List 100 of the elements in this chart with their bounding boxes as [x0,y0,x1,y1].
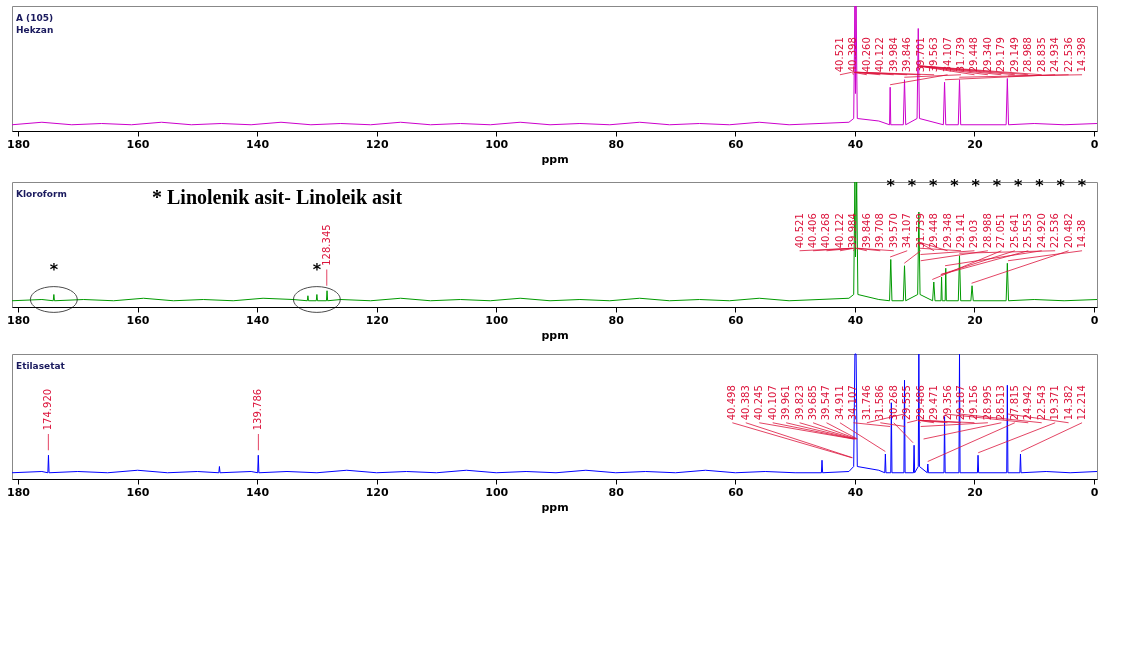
x-tick-label: 80 [608,137,625,151]
annotation: 40.107 [766,385,778,421]
annotation: 28.988 [1022,37,1034,73]
annotation: 14.38 [1076,219,1088,249]
x-tick-label: 120 [365,313,389,327]
x-tick-label: 0 [1090,137,1099,151]
annotation: 40.521 [793,213,805,249]
x-tick-label: 140 [246,313,270,327]
x-axis-title: ppm [541,152,569,166]
annotation: 24.942 [1022,385,1034,421]
annotation: 40.521 [833,37,845,73]
x-tick-label: 120 [365,485,389,499]
annotation: 174.920 [42,388,54,431]
x-tick-label: 60 [728,485,744,499]
x-tick-label: 120 [365,137,389,151]
annotation: 27.815 [1008,385,1020,421]
annotation: 39.846 [860,213,872,249]
x-tick-label: 140 [246,137,270,151]
x-tick-label: 100 [485,313,509,327]
annotation: 39.570 [887,213,899,249]
x-tick-label: 180 [6,137,31,151]
annotation: 40.268 [820,213,832,249]
annotation: 34.911 [833,385,845,421]
annotation: 29.340 [981,37,993,73]
annotation: 29.555 [901,385,913,421]
annotation: 24.920 [1035,213,1047,249]
annotation: 29.179 [995,37,1007,73]
annotation: * [1077,175,1087,195]
x-tick-label: 160 [126,137,150,151]
x-tick-label: 80 [608,485,625,499]
annotation: * [312,259,322,279]
x-tick-label: 140 [246,485,270,499]
annotation: 29.471 [928,385,940,421]
annotation: 128.345 [320,224,332,266]
annotation: 40.406 [807,213,819,249]
annotation: * [992,175,1002,195]
annotation: 29.348 [941,213,953,249]
annotation: 39.823 [793,385,805,421]
annotation: 19.371 [1049,385,1061,421]
x-tick-label: 20 [967,485,983,499]
annotation: 39.547 [820,385,832,421]
x-tick-label: 160 [126,313,150,327]
annotation: 30.268 [887,385,899,421]
annotation: 39.961 [780,385,792,421]
annotation: 29.356 [941,385,953,421]
x-tick-label: 160 [126,485,150,499]
annotation: 39.984 [847,213,859,249]
annotation: 39.685 [807,385,819,421]
x-axis-title: ppm [541,500,569,514]
annotation: 40.122 [874,37,886,73]
annotation: * [929,175,939,195]
annotation: 29.03 [968,219,980,249]
annotation: 14.398 [1076,37,1088,73]
x-tick-label: 40 [847,137,864,151]
annotation: 20.482 [1062,213,1074,249]
annotation: 40.498 [726,385,738,421]
x-tick-label: 80 [608,313,625,327]
text: Hekzan [16,25,54,35]
annotation: 34.107 [847,385,859,421]
annotation: 22.536 [1062,37,1074,73]
x-tick-label: 100 [485,485,509,499]
annotation: 39.708 [874,213,886,249]
annotation: 29.448 [928,213,940,249]
x-tick-label: 60 [728,313,744,327]
x-tick-label: 0 [1090,485,1099,499]
annotation: 29.141 [955,213,966,249]
text: Kloroform [16,189,67,199]
annotation: 31.586 [874,385,886,421]
annotation: 29.149 [1008,37,1020,73]
x-tick-label: 20 [967,313,983,327]
annotation: * [1056,175,1066,195]
annotation: 28.835 [1035,37,1047,73]
annotation: 40.383 [739,385,751,421]
x-tick-label: 40 [847,313,864,327]
annotation: 22.536 [1049,213,1061,249]
annotation: * [907,175,917,195]
annotation: 12.214 [1076,385,1088,421]
annotation: 28.513 [995,385,1007,421]
annotation: 40.122 [833,213,845,249]
x-tick-label: 60 [728,137,744,151]
annotation: 39.846 [901,37,913,73]
annotation: * Linolenik asit- Linoleik asit [152,186,403,208]
annotation: 31.746 [860,385,872,421]
annotation: * [886,175,896,195]
annotation: 139.786 [252,388,264,431]
annotation: 39.984 [887,37,899,73]
x-tick-label: 180 [6,485,31,499]
x-tick-label: 180 [6,313,31,327]
annotation: 40.260 [860,37,872,73]
annotation: 39.701 [914,37,926,73]
annotation: * [971,175,981,195]
annotation: 31.739 [914,213,926,249]
x-tick-label: 20 [967,137,983,151]
annotation: * [1014,175,1024,195]
text: A (105) [16,13,54,23]
annotation: 25.641 [1008,213,1020,249]
annotation: * [49,259,59,279]
annotation: 27.051 [995,213,1007,249]
annotation: 40.245 [753,385,765,421]
annotation: 29.156 [968,385,980,421]
